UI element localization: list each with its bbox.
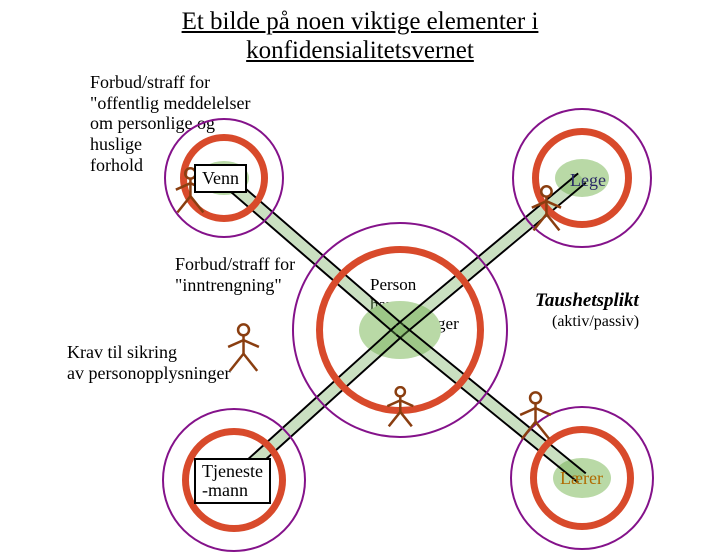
text-krav_sikring: Krav til sikringav personopplysninger: [67, 342, 230, 383]
title-line1: Et bilde på noen viktige elementer i: [182, 8, 539, 35]
stick-figure-3: [527, 185, 566, 243]
text-aktiv_passiv: (aktiv/passiv): [552, 313, 639, 331]
title-line2: konfidensialitetsvernet: [246, 37, 474, 64]
text-forbud_inntrengning: Forbud/straff for"inntrengning": [175, 254, 295, 295]
node-box-tjenestemann: Tjeneste-mann: [194, 458, 271, 504]
node-box-venn: Venn: [194, 164, 247, 193]
node-label-laerer: Lærer: [560, 468, 603, 489]
node-label-lege: Lege: [570, 170, 606, 191]
stick-figure-4: [515, 391, 556, 453]
stick-figure-2: [383, 386, 418, 438]
page-title: Et bilde på noen viktige elementer i kon…: [0, 8, 720, 66]
stick-figure-1: [223, 323, 264, 385]
text-taushetsplikt: Taushetsplikt: [535, 290, 639, 312]
